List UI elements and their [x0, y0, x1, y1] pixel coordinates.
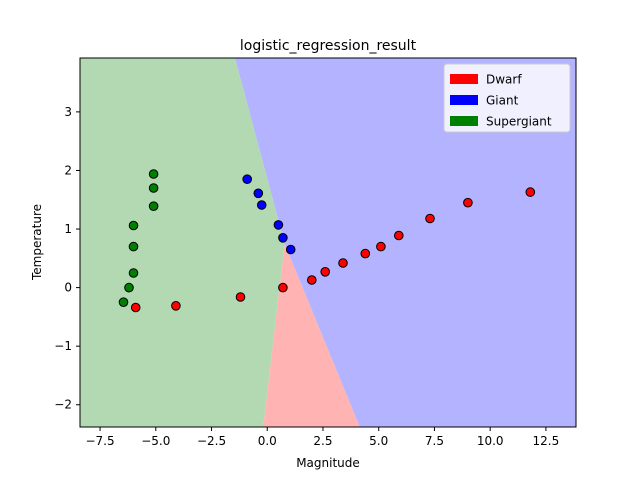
point-supergiant-7 — [118, 297, 129, 308]
point-dwarf-0 — [130, 302, 141, 313]
x-tick-label: 2.5 — [313, 434, 332, 448]
x-tick-label: 10.0 — [477, 434, 504, 448]
region-dwarf — [263, 243, 360, 427]
y-tick-label: 2 — [64, 163, 72, 177]
legend-swatch-supergiant — [450, 116, 478, 126]
point-dwarf-11 — [463, 197, 473, 208]
point-supergiant-6 — [124, 282, 134, 293]
x-tick-label: −7.5 — [85, 434, 114, 448]
y-tick-label: 3 — [64, 105, 72, 119]
point-supergiant-5 — [128, 268, 139, 278]
decision-regions — [80, 58, 576, 427]
x-tick-label: 12.5 — [533, 434, 560, 448]
x-tick-label: −5.0 — [141, 434, 170, 448]
y-tick-label: 1 — [64, 222, 72, 236]
point-supergiant-0 — [148, 169, 159, 179]
legend-label-giant: Giant — [486, 94, 519, 108]
x-axis-ticks: −7.5 −5.0 −2.5 0.0 2.5 5.0 7.5 10.0 12.5 — [85, 427, 559, 448]
point-dwarf-2 — [235, 292, 246, 302]
point-supergiant-1 — [148, 183, 159, 193]
region-giant — [234, 58, 576, 427]
point-dwarf-3 — [278, 282, 288, 293]
y-tick-label: −2 — [54, 398, 72, 412]
data-points — [118, 169, 536, 313]
point-giant-4 — [278, 233, 288, 243]
legend: Dwarf Giant Supergiant — [443, 63, 571, 133]
point-dwarf-10 — [425, 213, 435, 224]
legend-label-supergiant: Supergiant — [486, 115, 552, 129]
point-supergiant-3 — [128, 220, 139, 231]
point-giant-3 — [273, 220, 284, 230]
point-dwarf-4 — [307, 275, 317, 285]
y-axis-label: Temperature — [30, 204, 44, 281]
point-giant-0 — [242, 174, 252, 184]
legend-swatch-dwarf — [450, 74, 478, 84]
point-giant-5 — [285, 244, 296, 255]
point-supergiant-2 — [148, 201, 159, 211]
legend-swatch-giant — [450, 95, 478, 105]
x-axis-label: Magnitude — [296, 456, 360, 470]
point-giant-2 — [256, 200, 267, 210]
x-tick-label: 0.0 — [258, 434, 277, 448]
point-dwarf-5 — [320, 267, 331, 277]
y-tick-label: −1 — [54, 339, 72, 353]
point-dwarf-7 — [360, 248, 371, 259]
y-axis-ticks: −2 −1 0 1 2 3 — [54, 105, 80, 412]
point-giant-1 — [253, 188, 264, 199]
axes-frame — [79, 57, 577, 428]
point-dwarf-6 — [338, 258, 348, 268]
point-dwarf-1 — [171, 301, 181, 311]
region-supergiant — [80, 58, 285, 427]
point-dwarf-9 — [394, 230, 404, 241]
x-tick-label: 5.0 — [369, 434, 388, 448]
point-dwarf-12 — [525, 187, 536, 197]
point-supergiant-4 — [128, 241, 139, 252]
point-dwarf-8 — [376, 241, 386, 252]
chart-title: logistic_regression_result — [240, 38, 417, 54]
x-tick-label: 7.5 — [425, 434, 444, 448]
x-tick-label: −2.5 — [197, 434, 226, 448]
legend-label-dwarf: Dwarf — [486, 73, 522, 87]
y-tick-label: 0 — [64, 281, 72, 295]
